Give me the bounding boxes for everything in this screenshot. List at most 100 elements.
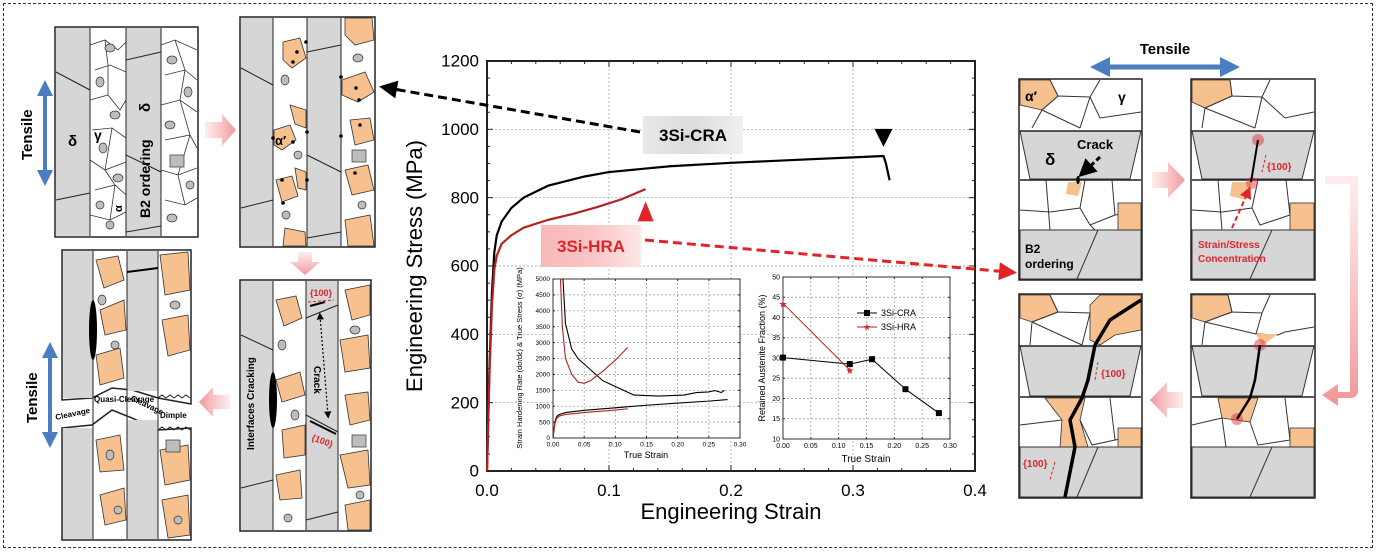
y-tick-label: 10: [772, 436, 780, 443]
series-line-3si-cra: [485, 154, 891, 472]
dimple-label: Dimple: [160, 411, 187, 420]
x-tick-label: 0.30: [734, 442, 747, 449]
hkl-label-rp2: {100}: [1267, 162, 1292, 173]
tensile-label-2: Tensile: [24, 372, 41, 423]
x-tick-label: 0.05: [804, 443, 818, 450]
x-tick-label: 0.25: [703, 442, 716, 449]
x-tick-label: 0.20: [671, 442, 684, 449]
y-tick-label: 45: [772, 295, 780, 302]
flow-arrow-down-1: [290, 252, 320, 275]
tensile-label: Tensile: [19, 109, 36, 160]
flow-arrow-left-1: [199, 387, 230, 417]
crack-label: Crack: [311, 366, 322, 394]
series-line-3si-cra-hardening-rate: [562, 278, 725, 397]
right-schematics: Tensile α′ γ δ Crack B2 ordering: [1018, 41, 1358, 499]
inset2-ticks: 0.00 0.05 0.10 0.15 0.20 0.25 0.30 10 15 20 25 30 35…: [772, 274, 957, 450]
hra-callout: 3Si-HRA: [541, 225, 641, 267]
y-tick-label: 2500: [536, 356, 551, 363]
alpha-islands: [95, 43, 195, 230]
data-point-square: [869, 356, 876, 363]
inset1-ticks: 0.00 0.05 0.10 0.15 0.20 0.25 0.30 0 500 1000 1500…: [536, 276, 747, 448]
series-line-3si-hra-hardening-rate: [559, 278, 629, 384]
legend-hra: 3Si-HRA: [881, 322, 916, 332]
x-tick-label: 0.30: [943, 443, 957, 450]
cleavage-crack: [1250, 139, 1259, 183]
y-tick-label: 3000: [536, 340, 551, 347]
inset2-legend: 3Si-CRA ★ 3Si-HRA: [857, 308, 916, 332]
data-point-star: ★: [845, 366, 854, 377]
cra-leader-arrow: [379, 80, 641, 134]
legend-star-marker: ★: [863, 322, 871, 332]
y-tick-label: 50: [772, 274, 780, 281]
interface-crack: [269, 372, 277, 428]
full-crack: [1063, 298, 1142, 498]
y-tick-label: 500: [539, 419, 550, 426]
tensile-arrow-left-top: Tensile: [19, 80, 53, 186]
right-panel-4: [1190, 293, 1316, 499]
gamma-label: γ: [94, 127, 102, 143]
cra-callout: 3Si-CRA: [643, 116, 743, 154]
y-tick-label: 30: [772, 355, 780, 362]
hkl-top-rp3: {100}: [1101, 369, 1126, 380]
y-tick-label: 200: [451, 393, 479, 412]
quasi-cleavage-text: Quasi-Cleavage: [94, 395, 155, 404]
delta-lamella: [56, 28, 90, 236]
cra-callout-label: 3Si-CRA: [659, 126, 727, 145]
x-tick-label: 0.20: [888, 443, 902, 450]
x-tick-label: 0.0: [475, 481, 499, 500]
x-tick-label: 0.00: [547, 442, 560, 449]
right-panel-3: {100} {100}: [1018, 293, 1143, 499]
y-tick-label: 4000: [536, 308, 551, 315]
b2-line1: B2: [1025, 242, 1041, 256]
flow-arrow-right-2: [1152, 162, 1185, 198]
y-tick-label: 1200: [441, 52, 479, 71]
x-tick-label: 0.15: [640, 442, 653, 449]
delta-label-1: δ: [68, 133, 77, 150]
left-panel-3: {100} {100} Crack Interfaces Cracking: [239, 279, 372, 532]
inset2-xlabel: True Strain: [841, 454, 890, 465]
x-tick-label: 0.25: [915, 443, 929, 450]
y-tick-label: 2000: [536, 372, 551, 379]
inset-retained-austenite: 0.00 0.05 0.10 0.15 0.20 0.25 0.30 10 15 20 25 30 35…: [757, 274, 957, 465]
propagating-crack: [1235, 344, 1262, 420]
series-line-3si-hra-true-stress: [552, 408, 628, 439]
main-xlabel: Engineering Strain: [640, 499, 821, 524]
crack-path-dotted: [316, 312, 332, 419]
x-tick-label: 0.05: [578, 442, 591, 449]
x-tick-label: 0.00: [776, 443, 790, 450]
interfaces-cracking-label: Interfaces Cracking: [246, 357, 257, 450]
flow-arrow-right-1: [205, 114, 236, 146]
delta-lamella: [126, 28, 161, 236]
y-tick-label: 400: [451, 325, 479, 344]
y-tick-label: 600: [451, 257, 479, 276]
alpha-prime-label-right: α′: [1025, 88, 1038, 104]
main-ylabel: Engineering Stress (MPa): [402, 140, 427, 392]
y-tick-label: 1000: [536, 403, 551, 410]
alpha-prime-grains: [273, 17, 375, 247]
gamma-grain-network: [89, 39, 198, 221]
left-schematics: Tensile: [19, 16, 376, 541]
inset2-ylabel: Retained Austenite Fraction (%): [757, 294, 767, 421]
alpha-prime-label: α′: [275, 133, 286, 148]
x-tick-label: 0.10: [832, 443, 846, 450]
x-tick-label: 0.1: [597, 481, 621, 500]
left-panel-1: δ γ δ B2 ordering α: [54, 26, 199, 238]
y-tick-label: 1000: [441, 120, 479, 139]
data-point-square: [846, 361, 853, 368]
y-tick-label: 5000: [536, 276, 551, 283]
x-tick-label: 0.3: [841, 481, 865, 500]
hkl-top-label: {100}: [310, 288, 333, 298]
legend-cra: 3Si-CRA: [881, 308, 916, 318]
hkl-bottom-rp3: {100}: [1023, 459, 1048, 470]
x-tick-label: 0.15: [860, 443, 874, 450]
alpha-label: α: [113, 205, 125, 212]
inset1-ylabel: Strain Hardening Rate (dσ/dε) & True Str…: [515, 267, 524, 449]
tensile-arrow-left-bottom: Tensile: [24, 342, 58, 448]
y-tick-label: 4500: [536, 292, 551, 299]
y-tick-label: 25: [772, 376, 780, 383]
crack-nucleus: [1076, 176, 1080, 184]
series-line-3si-hra: [782, 302, 851, 371]
right-panel-1: α′ γ δ Crack B2 ordering: [1018, 78, 1143, 281]
